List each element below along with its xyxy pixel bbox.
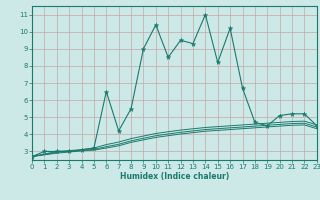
X-axis label: Humidex (Indice chaleur): Humidex (Indice chaleur) (120, 172, 229, 181)
